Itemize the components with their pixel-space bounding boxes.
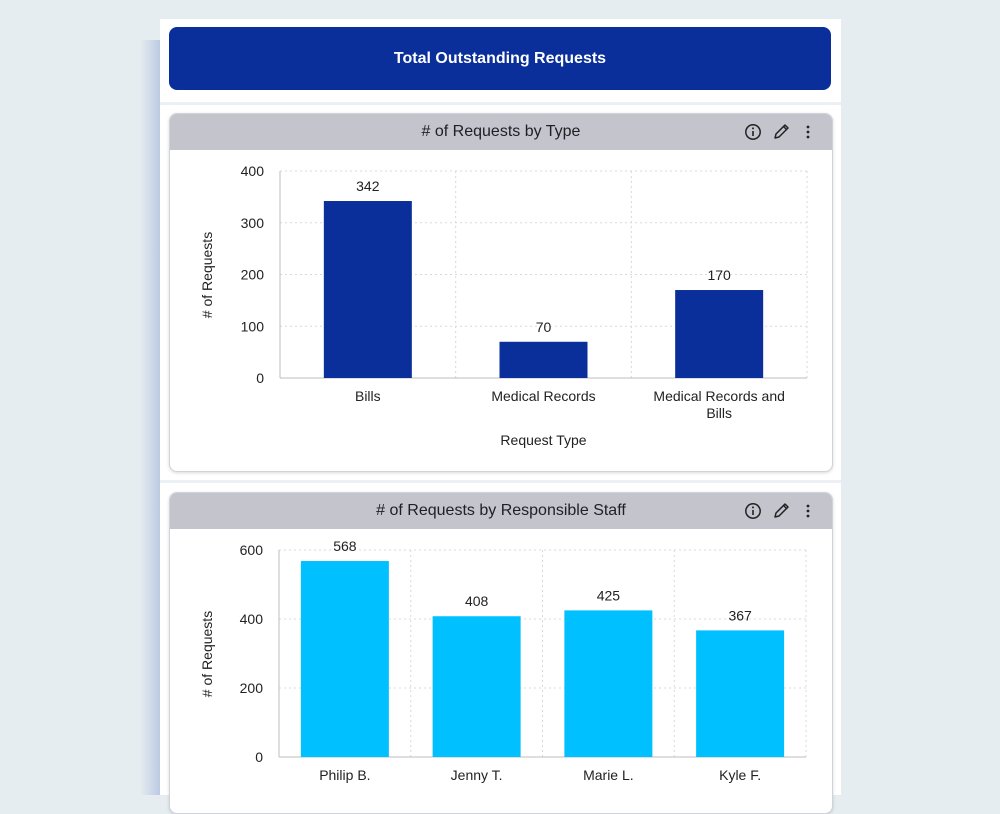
requests-by-staff-card: # of Requests by Responsible Staff 0 200 4… [169, 492, 833, 814]
data-label: 367 [728, 607, 752, 623]
edit-pencil-icon[interactable] [772, 123, 792, 141]
y-axis-label: # of Requests [199, 611, 215, 697]
section-divider [160, 480, 841, 483]
y-axis-label: # of Requests [199, 232, 215, 318]
y-tick-label: 400 [240, 611, 264, 627]
dashboard-title-banner: Total Outstanding Requests [169, 27, 831, 90]
edit-pencil-icon[interactable] [772, 502, 792, 520]
more-vertical-icon[interactable] [802, 123, 814, 141]
card-actions [744, 493, 814, 529]
x-axis-label: Request Type [500, 432, 586, 448]
dashboard-title: Total Outstanding Requests [393, 49, 607, 67]
bar [564, 610, 653, 757]
y-tick-label: 200 [240, 680, 264, 696]
data-label: 70 [536, 319, 552, 335]
card-title: # of Requests by Type [421, 123, 581, 140]
x-tick-label: Jenny T. [451, 767, 503, 783]
data-label: 408 [465, 593, 489, 609]
x-tick-label: Marie L. [583, 767, 634, 783]
card-actions [744, 114, 814, 150]
y-tick-label: 100 [241, 318, 265, 334]
x-tick-label: Medical Records and [653, 388, 785, 404]
y-tick-label: 0 [256, 370, 264, 386]
y-tick-label: 400 [241, 163, 265, 179]
card-title: # of Requests by Responsible Staff [376, 502, 626, 519]
bar [432, 616, 521, 757]
x-tick-label: Bills [706, 405, 732, 421]
info-icon[interactable] [744, 123, 762, 141]
y-tick-label: 200 [241, 267, 265, 283]
x-tick-label: Medical Records [491, 388, 595, 404]
y-tick-label: 600 [240, 542, 264, 558]
x-tick-label: Bills [355, 388, 381, 404]
more-vertical-icon[interactable] [802, 502, 814, 520]
data-label: 425 [597, 587, 621, 603]
bar [300, 561, 389, 757]
data-label: 342 [356, 178, 380, 194]
bar [675, 290, 764, 378]
y-tick-label: 300 [241, 215, 265, 231]
y-tick-label: 0 [255, 749, 263, 765]
section-divider [160, 102, 841, 105]
info-icon[interactable] [744, 502, 762, 520]
card-header: # of Requests by Responsible Staff [170, 493, 832, 529]
bar [499, 341, 588, 378]
bar [323, 201, 412, 378]
requests-by-type-card: # of Requests by Type 0 100 200 300 400 342 Bi… [169, 113, 833, 472]
requests-by-type-chart: 0 100 200 300 400 342 Bills 70 Medical Records 17… [199, 163, 808, 448]
x-tick-label: Kyle F. [719, 767, 761, 783]
data-label: 568 [333, 538, 357, 554]
card-header: # of Requests by Type [170, 114, 832, 150]
data-label: 170 [707, 267, 731, 283]
bar [696, 630, 785, 757]
x-tick-label: Philip B. [319, 767, 370, 783]
requests-by-staff-chart: 0 200 400 600 568 Philip B. 408 Jenny T. 425 Mari… [199, 538, 807, 783]
